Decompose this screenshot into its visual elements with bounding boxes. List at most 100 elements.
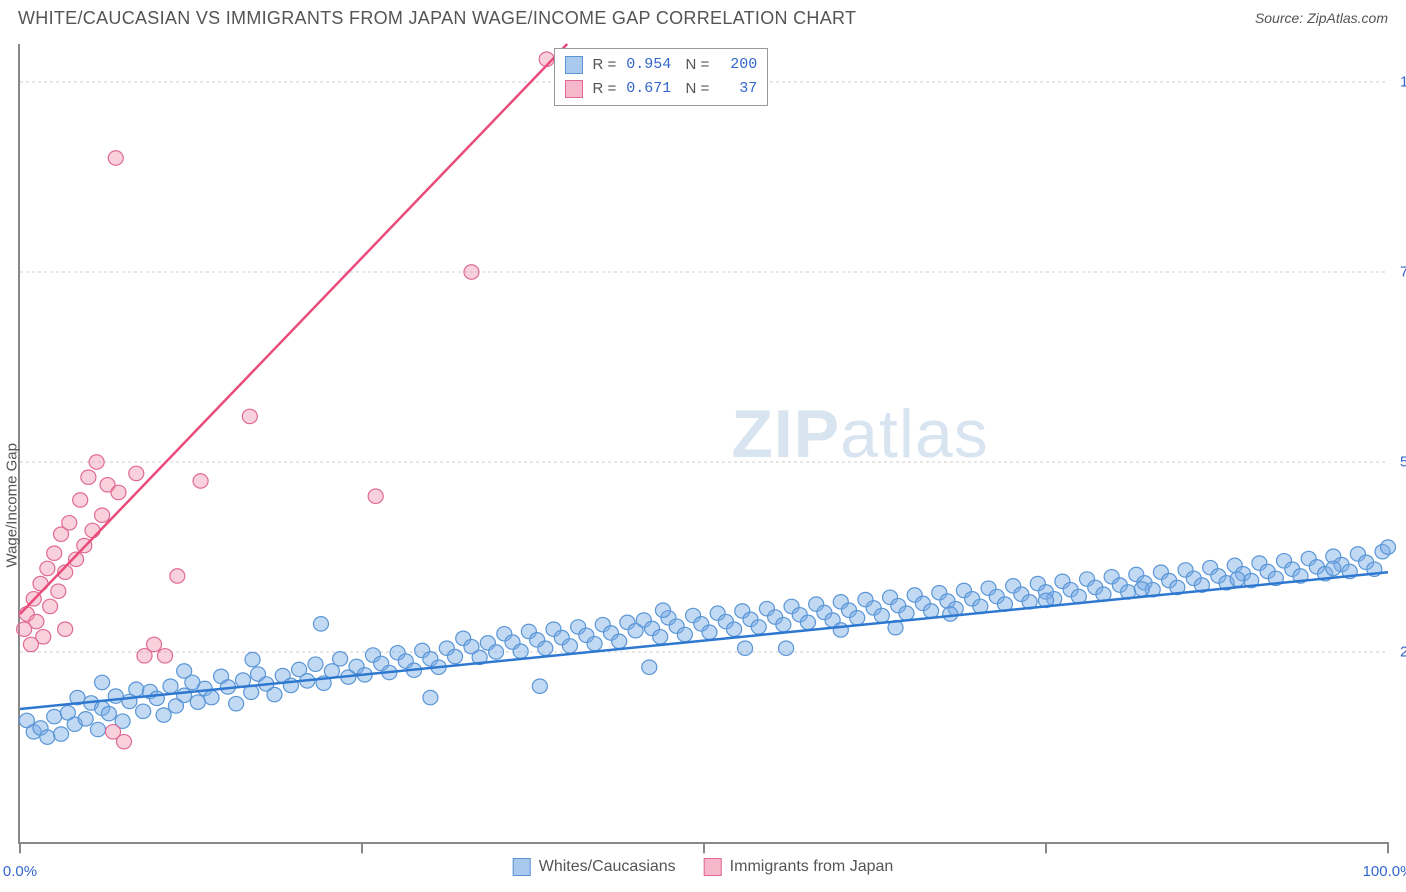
- scatter-point: [313, 617, 328, 631]
- scatter-point: [776, 617, 791, 631]
- scatter-point: [1230, 572, 1245, 586]
- header-bar: WHITE/CAUCASIAN VS IMMIGRANTS FROM JAPAN…: [0, 0, 1406, 35]
- scatter-point: [54, 727, 69, 741]
- trend-line: [20, 572, 1388, 709]
- scatter-point: [163, 679, 178, 693]
- scatter-point: [587, 636, 602, 650]
- scatter-point: [943, 607, 958, 621]
- r-value: 0.954: [626, 53, 671, 77]
- scatter-point: [423, 690, 438, 704]
- bottom-legend: Whites/Caucasians Immigrants from Japan: [513, 858, 894, 876]
- trend-line: [20, 44, 567, 614]
- y-tick-label: 75.0%: [1400, 264, 1406, 281]
- y-axis-label: Wage/Income Gap: [4, 443, 21, 568]
- scatter-point: [129, 466, 144, 480]
- scatter-point: [170, 569, 185, 583]
- scatter-point: [156, 708, 171, 722]
- legend-label: Immigrants from Japan: [730, 858, 894, 876]
- scatter-point: [36, 630, 51, 644]
- scatter-point: [850, 611, 865, 625]
- scatter-point: [489, 645, 504, 659]
- legend-item: Immigrants from Japan: [704, 858, 894, 876]
- scatter-point: [81, 470, 96, 484]
- stats-legend-box: R =0.954 N =200R =0.671 N =37: [554, 48, 769, 106]
- scatter-point: [655, 603, 670, 617]
- scatter-point: [190, 695, 205, 709]
- legend-swatch: [513, 858, 531, 876]
- x-tick-label: 100.0%: [1363, 863, 1406, 880]
- scatter-point: [116, 734, 131, 748]
- scatter-point: [513, 644, 528, 658]
- scatter-point: [229, 696, 244, 710]
- scatter-point: [448, 649, 463, 663]
- stats-row: R =0.671 N =37: [565, 77, 758, 101]
- scatter-point: [702, 625, 717, 639]
- n-value: 37: [719, 77, 757, 101]
- legend-swatch: [565, 80, 583, 98]
- scatter-point: [532, 679, 547, 693]
- scatter-point: [89, 455, 104, 469]
- scatter-point: [51, 584, 66, 598]
- plot-area: Wage/Income Gap 25.0%50.0%75.0%100.0% 0.…: [18, 44, 1388, 844]
- scatter-point: [129, 682, 144, 696]
- stats-row: R =0.954 N =200: [565, 53, 758, 77]
- y-tick-label: 50.0%: [1400, 454, 1406, 471]
- scatter-point: [899, 606, 914, 620]
- scatter-point: [85, 523, 100, 537]
- scatter-point: [43, 599, 58, 613]
- scatter-point: [245, 652, 260, 666]
- scatter-point: [108, 151, 123, 165]
- scatter-point: [149, 691, 164, 705]
- scatter-point: [62, 516, 77, 530]
- scatter-point: [242, 409, 257, 423]
- scatter-point: [727, 622, 742, 636]
- scatter-point: [267, 687, 282, 701]
- scatter-point: [677, 627, 692, 641]
- scatter-point: [562, 639, 577, 653]
- scatter-point: [136, 704, 151, 718]
- scatter-point: [58, 622, 73, 636]
- scatter-point: [833, 623, 848, 637]
- scatter-point: [464, 265, 479, 279]
- legend-item: Whites/Caucasians: [513, 858, 676, 876]
- scatter-point: [1326, 561, 1341, 575]
- scatter-point: [653, 630, 668, 644]
- scatter-point: [95, 675, 110, 689]
- y-tick-label: 100.0%: [1400, 74, 1406, 91]
- x-tick-label: 0.0%: [3, 863, 37, 880]
- scatter-point: [29, 614, 44, 628]
- y-tick-label: 25.0%: [1400, 644, 1406, 661]
- scatter-point: [111, 485, 126, 499]
- n-value: 200: [719, 53, 757, 77]
- scatter-point: [193, 474, 208, 488]
- scatter-point: [1134, 582, 1149, 596]
- r-value: 0.671: [626, 77, 671, 101]
- scatter-point: [78, 712, 93, 726]
- scatter-point: [47, 709, 62, 723]
- scatter-point: [751, 620, 766, 634]
- legend-label: Whites/Caucasians: [539, 858, 676, 876]
- source-attribution: Source: ZipAtlas.com: [1255, 10, 1388, 28]
- scatter-point: [538, 641, 553, 655]
- legend-swatch: [565, 56, 583, 74]
- chart-title: WHITE/CAUCASIAN VS IMMIGRANTS FROM JAPAN…: [18, 8, 856, 29]
- scatter-point: [612, 634, 627, 648]
- scatter-point: [147, 637, 162, 651]
- scatter-point: [157, 649, 172, 663]
- scatter-point: [738, 641, 753, 655]
- scatter-point: [779, 641, 794, 655]
- scatter-point: [368, 489, 383, 503]
- legend-swatch: [704, 858, 722, 876]
- scatter-svg: [20, 44, 1388, 842]
- scatter-point: [40, 730, 55, 744]
- scatter-point: [924, 604, 939, 618]
- scatter-point: [333, 652, 348, 666]
- scatter-point: [642, 660, 657, 674]
- scatter-point: [101, 706, 116, 720]
- scatter-point: [40, 561, 55, 575]
- scatter-point: [73, 493, 88, 507]
- scatter-point: [308, 657, 323, 671]
- scatter-point: [47, 546, 62, 560]
- scatter-point: [800, 615, 815, 629]
- scatter-point: [95, 508, 110, 522]
